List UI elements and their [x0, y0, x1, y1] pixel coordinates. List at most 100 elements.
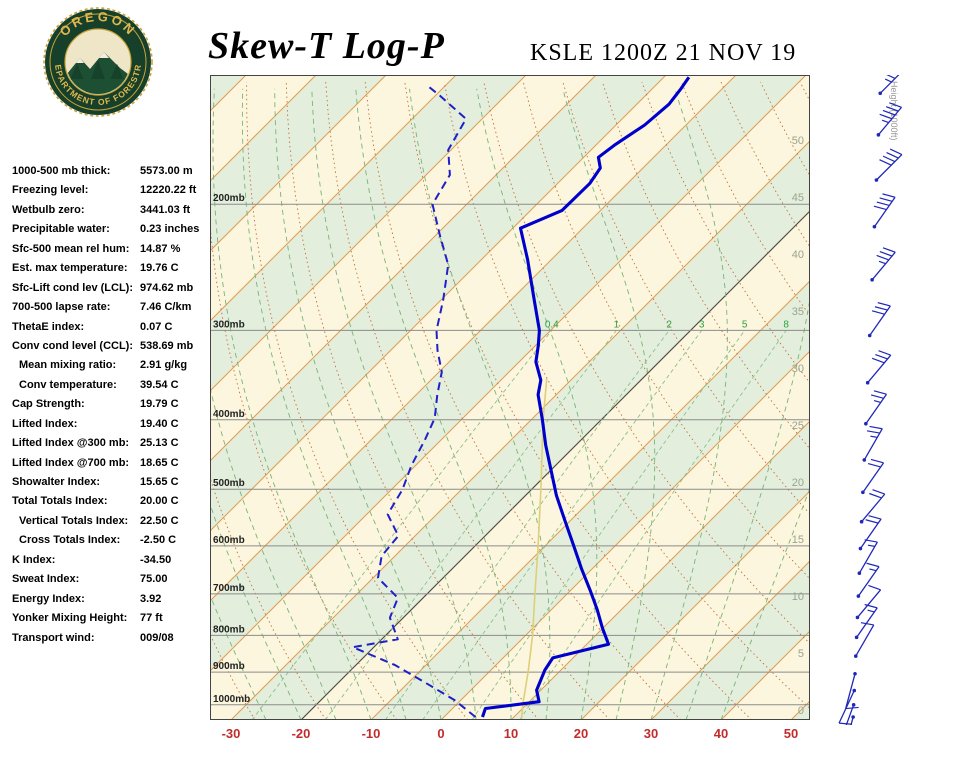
- station-time: KSLE 1200Z 21 NOV 19: [530, 40, 797, 66]
- index-label: Total Totals Index:: [12, 495, 108, 508]
- index-value: 0.23 inches: [140, 223, 200, 236]
- wind-barb: [874, 148, 903, 182]
- index-label: Sfc-500 mean rel hum:: [12, 242, 130, 255]
- mixing-ratio-label: 5: [742, 319, 748, 330]
- pressure-label: 200mb: [213, 193, 245, 204]
- pressure-label: 700mb: [213, 583, 245, 594]
- indices-panel: 1000-500 mb thick: 5573.00 m Freezing leve…: [12, 163, 214, 649]
- dry-adiabats: [210, 81, 810, 720]
- index-label: ThetaE index:: [12, 320, 85, 333]
- temp-axis-label: 30: [644, 726, 658, 741]
- temp-axis-label: 50: [784, 726, 798, 741]
- parcel-trace: [520, 378, 548, 720]
- height-label: 40: [792, 249, 804, 261]
- profile-traces: [351, 76, 691, 720]
- dewpoint-trace: [351, 83, 477, 718]
- index-value: 19.40 C: [140, 417, 179, 430]
- skewt-plot: 0.4 1 2 3 5 8200mb300mb400mb500mb600mb700mb80…: [210, 75, 810, 741]
- pressure-label: 600mb: [213, 535, 245, 546]
- index-value: 75.00: [140, 573, 168, 586]
- index-label: Yonker Mixing Height:: [12, 612, 128, 625]
- temp-axis-label: -30: [222, 726, 241, 741]
- wind-barb: [865, 350, 892, 385]
- index-label: Transport wind:: [12, 631, 95, 644]
- index-value: 5573.00 m: [140, 165, 193, 177]
- temp-axis-label: 10: [504, 726, 518, 741]
- index-row: Transport wind: 009/08: [12, 630, 214, 649]
- height-label: 35: [792, 306, 804, 318]
- height-label: 45: [792, 192, 804, 204]
- index-row: Conv cond level (CCL): 538.69 mb: [12, 338, 214, 357]
- page-title: Skew-T Log-P: [208, 25, 445, 67]
- wind-barb: [850, 715, 855, 725]
- index-label: 1000-500 mb thick:: [12, 165, 111, 177]
- index-value: 538.69 mb: [140, 339, 194, 352]
- index-label: Mean mixing ratio:: [19, 359, 117, 372]
- pressure-label: 900mb: [213, 661, 245, 672]
- wind-barb: [872, 193, 896, 229]
- odf-logo: OREGON DEPARTMENT OF FORESTRY: [42, 6, 153, 117]
- pressure-label: 400mb: [213, 409, 245, 420]
- index-label: Wetbulb zero:: [12, 203, 85, 216]
- index-value: 12220.22 ft: [140, 184, 197, 197]
- index-value: 3441.03 ft: [140, 203, 191, 216]
- index-label: K Index:: [12, 553, 56, 566]
- index-row: Total Totals Index: 20.00 C: [12, 493, 214, 512]
- index-row: Cap Strength: 19.79 C: [12, 396, 214, 415]
- mixing-ratio-label: 8: [783, 319, 789, 330]
- index-value: 19.76 C: [140, 262, 179, 275]
- height-axis-labels: 0 5 10 15 20 25 30 35 40 45 50: [792, 135, 804, 717]
- wind-barb: [855, 584, 882, 620]
- index-row: Cross Totals Index: -2.50 C: [12, 532, 214, 551]
- index-value: 14.87 %: [140, 242, 181, 255]
- index-row: Freezing level: 12220.22 ft: [12, 182, 214, 201]
- index-value: 2.91 g/kg: [140, 359, 188, 372]
- index-row: Yonker Mixing Height: 77 ft: [12, 610, 214, 629]
- index-label: Vertical Totals Index:: [19, 514, 129, 527]
- index-label: Sweat Index:: [12, 573, 80, 586]
- mixing-ratio-label: 0.4: [545, 319, 559, 330]
- index-row: Est. max temperature: 19.76 C: [12, 260, 214, 279]
- index-label: Lifted Index @700 mb:: [12, 456, 130, 469]
- index-value: 974.62 mb: [140, 281, 194, 294]
- temp-axis-label: -10: [362, 726, 381, 741]
- index-value: 009/08: [140, 631, 174, 644]
- mixing-ratio-lines: [251, 330, 787, 720]
- temp-axis-label: -20: [292, 726, 311, 741]
- temp-axis-label: 0: [437, 726, 444, 741]
- temp-axis-label: 40: [714, 726, 728, 741]
- index-row: Showalter Index: 15.65 C: [12, 474, 214, 493]
- index-value: -2.50 C: [140, 534, 177, 547]
- temperature-trace: [481, 76, 691, 718]
- height-axis-label: Height (1000ft): [889, 81, 899, 141]
- index-value: 15.65 C: [140, 476, 179, 488]
- index-value: 39.54 C: [140, 378, 179, 391]
- height-label: 15: [792, 534, 804, 546]
- index-label: Cross Totals Index:: [19, 534, 121, 547]
- index-row: Sfc-Lift cond lev (LCL): 974.62 mb: [12, 280, 214, 299]
- wind-barb: [870, 247, 896, 282]
- height-label: 0: [798, 705, 804, 717]
- index-value: 22.50 C: [140, 514, 179, 527]
- index-label: Precipitable water:: [12, 223, 110, 236]
- index-row: Vertical Totals Index: 22.50 C: [12, 513, 214, 532]
- wind-barb: [878, 75, 900, 96]
- pressure-lines: 200mb 300mb 400mb 500mb 600mb 700mb 800mb 900mb…: [210, 193, 810, 706]
- mixing-ratio-label: 2: [666, 319, 672, 330]
- mixing-ratio-label: 3: [699, 319, 705, 330]
- index-row: 700-500 lapse rate: 7.46 C/km: [12, 299, 214, 318]
- index-value: 20.00 C: [140, 495, 179, 508]
- index-row: Mean mixing ratio: 2.91 g/kg: [12, 357, 214, 376]
- wind-barb: [876, 102, 903, 137]
- index-row: Lifted Index: 19.40 C: [12, 416, 214, 435]
- wind-barb: [845, 671, 859, 710]
- height-label: 10: [792, 591, 804, 603]
- index-row: K Index: -34.50: [12, 552, 214, 571]
- plot-border: [210, 75, 810, 720]
- height-label: 25: [792, 420, 804, 432]
- index-label: Sfc-Lift cond lev (LCL):: [12, 281, 133, 294]
- index-row: 1000-500 mb thick: 5573.00 m: [12, 163, 214, 182]
- index-row: Conv temperature: 39.54 C: [12, 377, 214, 396]
- wind-barb: [845, 703, 856, 725]
- wind-barb: [858, 515, 882, 551]
